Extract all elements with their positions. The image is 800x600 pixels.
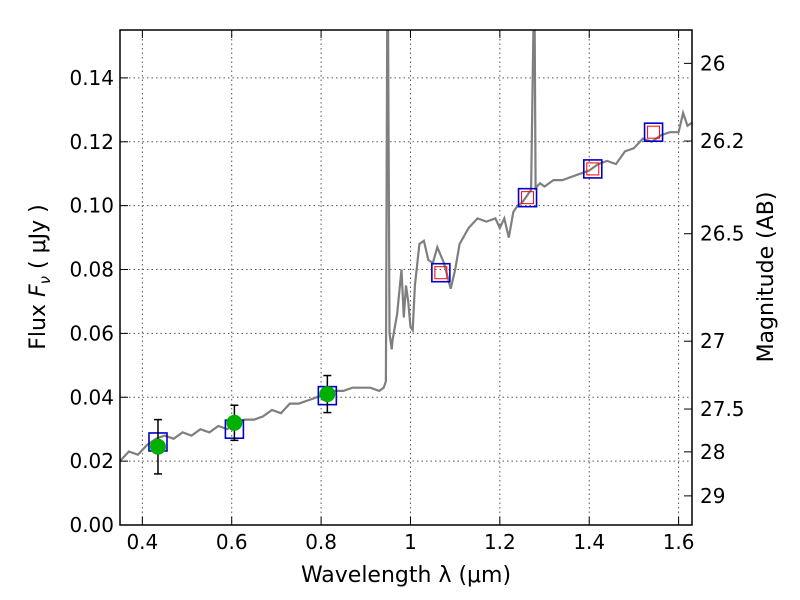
plot-frame	[119, 29, 693, 526]
y-tick-label: 0.08	[69, 258, 114, 282]
model-flux-box	[582, 159, 603, 179]
y-axis-label: Flux Fν ( μJy )	[26, 204, 54, 349]
y2-axis-label: Magnitude (AB)	[754, 192, 779, 363]
y2-tick-label: 26.5	[700, 222, 745, 246]
x-tick-label: 1.2	[484, 530, 516, 554]
y-tick-label: 0.00	[69, 513, 114, 537]
y2-tick-label: 26.2	[700, 129, 745, 153]
x-axis-label: Wavelength λ (μm)	[301, 563, 511, 588]
model-flux-box	[431, 262, 451, 283]
model-flux-box	[517, 187, 538, 208]
x-tick-label: 0.8	[305, 530, 337, 554]
x-tick-label: 1.6	[663, 530, 695, 554]
x-tick-label: 0.6	[216, 530, 248, 554]
observed-point	[226, 414, 243, 431]
x-tick-label: 0.4	[126, 530, 158, 554]
y-tick-label: 0.14	[69, 66, 114, 90]
plot-area	[120, 30, 692, 475]
y2-tick-label: 27	[700, 329, 725, 353]
model-flux-box	[643, 122, 664, 142]
y-tick-label: 0.02	[69, 449, 114, 473]
y-tick-label: 0.12	[69, 130, 114, 154]
observed-point	[319, 386, 336, 403]
model-flux-inner	[586, 162, 600, 176]
model-flux-inner	[434, 266, 448, 280]
y2-tick-label: 28	[700, 440, 725, 464]
spectrum-line	[120, 30, 692, 462]
model-flux-inner	[521, 191, 535, 205]
observed-point	[149, 438, 166, 455]
axes: 0.4 0.6 0.8 1 1.2 1.4 1.6 0.00 0.02 0.04 0.06 0.08 0…	[69, 30, 745, 554]
y-tick-label: 0.04	[69, 385, 114, 409]
model-flux-inner	[647, 125, 661, 139]
x-tick-label: 1	[404, 530, 417, 554]
x-tick-label: 1.4	[573, 530, 605, 554]
y2-tick-label: 27.5	[700, 397, 745, 421]
y2-tick-label: 26	[700, 51, 725, 75]
y2-tick-label: 29	[700, 484, 725, 508]
y-tick-label: 0.06	[69, 321, 114, 345]
y-tick-label: 0.10	[69, 194, 114, 218]
grid-lines	[120, 30, 692, 526]
